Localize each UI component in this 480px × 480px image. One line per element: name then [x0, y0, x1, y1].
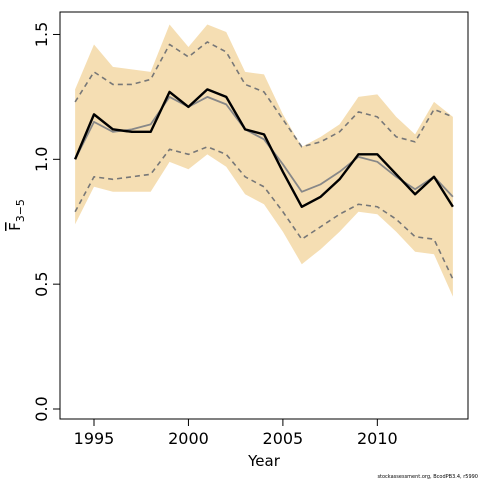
series-line-2	[74, 41, 454, 148]
y-axis: 0.0 0.5 1.0 1.5	[32, 22, 60, 422]
y-tick-label: 1.0	[32, 147, 51, 172]
series-layer	[74, 41, 454, 280]
y-axis-title-main: F	[6, 222, 24, 231]
y-tick-label: 1.5	[32, 22, 51, 47]
x-tick-label: 2000	[168, 429, 209, 448]
y-axis-title-subscript: 3−5	[14, 199, 27, 222]
series-line-3	[74, 95, 454, 198]
y-axis-title: F3−5	[6, 199, 27, 231]
credit-text: stockassessment.org, BcodPB3.4, r5990	[377, 474, 478, 480]
y-tick-label: 0.0	[32, 396, 51, 421]
confidence-band	[75, 24, 453, 297]
series-line-4	[74, 88, 454, 208]
y-tick-label: 0.5	[32, 271, 51, 296]
plot-frame	[59, 11, 469, 420]
confidence-band-layer	[75, 24, 453, 297]
x-tick-label: 2010	[357, 429, 398, 448]
x-axis-title: Year	[247, 452, 281, 470]
x-tick-label: 1995	[74, 429, 115, 448]
x-axis: 1995 2000 2005 2010	[74, 419, 398, 448]
x-tick-label: 2005	[263, 429, 304, 448]
series-line-1	[74, 146, 454, 280]
svg-text:F3−5: F3−5	[6, 199, 27, 231]
